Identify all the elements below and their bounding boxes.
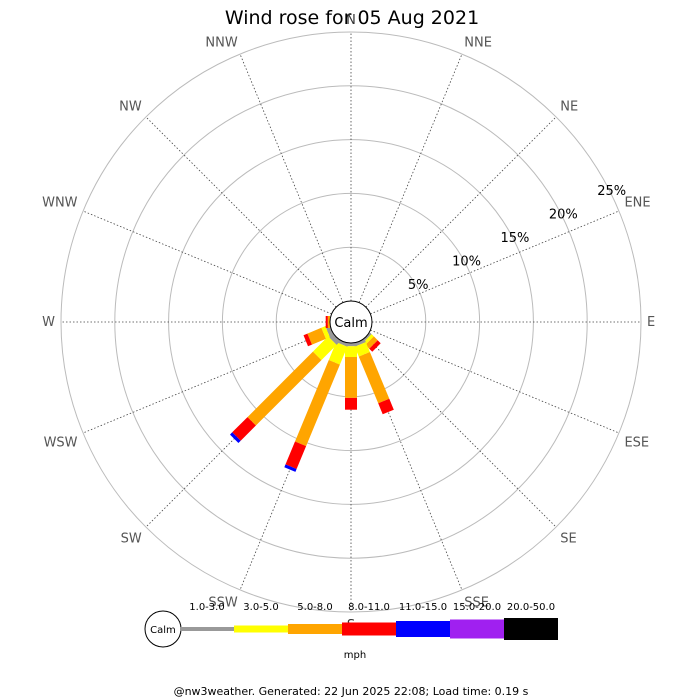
bar-ssw-11-0-15-0 [284, 464, 297, 472]
ring-2 [221, 192, 481, 452]
legend-label-3-0-5-0: 3.0-5.0 [243, 602, 278, 613]
direction-labels: NNNENEENEEESESESSESSSWSWWSWWWNWNWNNW [42, 13, 655, 633]
bar-sw-5-0-8-0 [247, 351, 322, 426]
direction-label-e: E [647, 315, 655, 330]
legend-label-11-0-15-0: 11.0-15.0 [399, 602, 447, 613]
bar-w-5-0-8-0 [327, 316, 330, 328]
direction-label-nw: NW [119, 100, 142, 115]
spoke-wsw [82, 329, 332, 434]
direction-label-n: N [346, 13, 356, 28]
direction-label-ssw: SSW [208, 595, 238, 610]
bar-wsw-3-0-5-0 [321, 326, 330, 339]
legend-label-8-0-11-0: 8.0-11.0 [348, 602, 390, 613]
ring-5 [60, 31, 642, 613]
spoke-nw [145, 116, 337, 308]
bar-sw-8-0-11-0 [232, 417, 256, 441]
direction-label-ne: NE [560, 100, 578, 115]
direction-label-nnw: NNW [205, 36, 237, 51]
spoke-ene [370, 210, 620, 315]
bar-wsw-8-0-11-0 [303, 333, 312, 347]
bar-sw-3-0-5-0 [312, 336, 337, 361]
legend-calm-label: Calm [150, 625, 176, 636]
direction-label-wnw: WNW [42, 196, 78, 211]
legend-swatch-3-0-5-0 [234, 625, 288, 633]
bar-s-3-0-5-0 [345, 346, 357, 357]
legend-label-20-0-50-0: 20.0-50.0 [507, 602, 555, 613]
polar-grid [60, 31, 642, 613]
spoke-sse [358, 341, 463, 591]
ring-4 [114, 85, 588, 559]
direction-label-ese: ESE [624, 435, 649, 450]
bar-ssw-8-0-11-0 [285, 441, 307, 469]
bar-w-8-0-11-0 [325, 316, 328, 328]
direction-label-sse: SSE [464, 595, 489, 610]
ring-labels: 5% 10% 15% 20% 25% [408, 184, 626, 293]
bar-ssw-5-0-8-0 [295, 360, 340, 447]
legend-units: mph [344, 650, 366, 661]
bar-se-5-0-8-0 [365, 336, 378, 349]
ring-label-2: 10% [452, 255, 481, 270]
spoke-nne [358, 53, 463, 303]
legend-label-1-0-3-0: 1.0-3.0 [189, 602, 224, 613]
calm-label: Calm [334, 316, 367, 331]
footer-text: @nw3weather. Generated: 22 Jun 2025 22:0… [174, 685, 529, 698]
legend-label-15-0-20-0: 15.0-20.0 [453, 602, 501, 613]
bar-wsw-5-0-8-0 [307, 327, 326, 345]
direction-label-wsw: WSW [44, 435, 78, 450]
calm-circle [329, 300, 373, 344]
spoke-wnw [82, 210, 332, 315]
legend-swatch-5-0-8-0 [288, 624, 342, 634]
calm-center: Calm [329, 300, 373, 344]
direction-label-w: W [42, 315, 55, 330]
bar-sse-8-0-11-0 [378, 398, 394, 415]
direction-label-se: SE [560, 531, 576, 546]
wind-bars [230, 316, 394, 472]
bar-sse-3-0-5-0 [354, 342, 370, 357]
legend-label-5-0-8-0: 5.0-8.0 [297, 602, 332, 613]
ring-label-5: 25% [597, 184, 626, 199]
direction-label-nne: NNE [464, 36, 492, 51]
legend-swatch-20-0-50-0 [504, 618, 558, 640]
legend-swatch-8-0-11-0 [342, 622, 396, 636]
ring-label-1: 5% [408, 278, 429, 293]
speed-legend: Calm 1.0-3.0 3.0-5.0 5.0-8.0 8.0-11.0 11.0-15… [144, 602, 558, 661]
bar-s-8-0-11-0 [345, 397, 357, 410]
legend-swatch-15-0-20-0 [450, 619, 504, 639]
ring-label-4: 20% [549, 207, 578, 222]
direction-label-ene: ENE [624, 196, 650, 211]
bar-s-5-0-8-0 [345, 357, 357, 398]
bar-ssw-3-0-5-0 [328, 342, 348, 365]
spoke-se [365, 336, 557, 528]
legend-swatch-1-0-3-0 [180, 627, 234, 631]
bar-sw-11-0-15-0 [230, 432, 241, 443]
spoke-nnw [239, 53, 344, 303]
direction-label-sw: SW [121, 531, 142, 546]
chart-title: Wind rose for 05 Aug 2021 [225, 7, 479, 29]
spoke-ese [370, 329, 620, 434]
ring-label-3: 15% [500, 231, 529, 246]
bar-sse-5-0-8-0 [358, 352, 390, 404]
spoke-ne [365, 116, 557, 308]
bar-se-8-0-11-0 [369, 340, 381, 352]
legend-swatch-11-0-15-0 [396, 621, 450, 637]
